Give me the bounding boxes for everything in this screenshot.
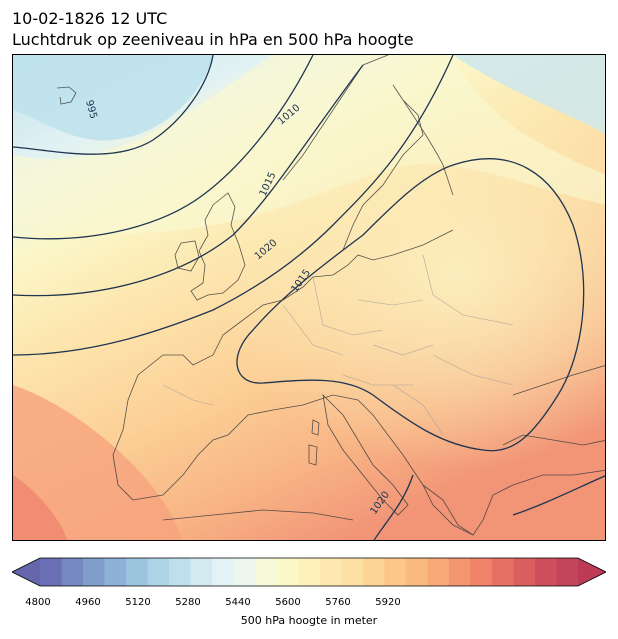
isobar-1020-north <box>13 55 454 356</box>
colorbar-extend-low <box>12 558 40 586</box>
colorbar-cell <box>491 558 514 586</box>
colorbar-tick-label: 4800 <box>25 597 51 608</box>
isobar-995 <box>13 55 214 155</box>
colorbar-tick-label: 5120 <box>125 597 151 608</box>
colorbar-cell <box>319 558 342 586</box>
map-datetime: 10-02-1826 12 UTC <box>12 9 168 28</box>
colorbar-cell <box>405 558 428 586</box>
colorbar-tick-label: 5920 <box>375 597 401 608</box>
coastline-ireland <box>174 240 200 272</box>
isobar-1020-high <box>236 158 585 452</box>
colorbar-cell <box>83 558 106 586</box>
colorbar-extend-high <box>578 558 606 586</box>
coastline-black-sea <box>502 365 605 446</box>
colorbar-tick-label: 5280 <box>175 597 201 608</box>
coastline-iceland <box>56 86 77 105</box>
colorbar-cell <box>212 558 235 586</box>
colorbar-cell <box>147 558 170 586</box>
map-panel: 995 1010 1015 1020 1015 1020 <box>12 54 606 541</box>
colorbar-label: 500 hPa hoogte in meter <box>240 614 378 627</box>
height-band-hot-corner <box>13 475 68 540</box>
colorbar-cell <box>427 558 450 586</box>
colorbar-cell <box>126 558 149 586</box>
colorbar-cell <box>556 558 579 586</box>
border-lines-1 <box>282 276 434 386</box>
colorbar <box>12 557 606 587</box>
coastline-balkans-greece <box>422 469 605 536</box>
isobar-label: 995 <box>83 99 99 120</box>
colorbar-cell <box>276 558 299 586</box>
colorbar-cell <box>470 558 493 586</box>
colorbar-cell <box>362 558 385 586</box>
colorbar-cell <box>534 558 557 586</box>
colorbar-tick-label: 5760 <box>325 597 351 608</box>
map-title: Luchtdruk op zeeniveau in hPa en 500 hPa… <box>12 30 414 49</box>
coastline-north-africa <box>162 509 354 521</box>
colorbar-cell <box>341 558 364 586</box>
colorbar-cell <box>169 558 192 586</box>
isobar-1010 <box>13 55 314 240</box>
colorbar-cell <box>190 558 213 586</box>
colorbar-cell <box>384 558 407 586</box>
weather-map: 995 1010 1015 1020 1015 1020 <box>13 55 605 540</box>
colorbar-cell <box>448 558 471 586</box>
colorbar-cell <box>255 558 278 586</box>
colorbar-cell <box>40 558 63 586</box>
coastline-continent <box>112 229 474 536</box>
coastline-corsica-sardinia <box>308 419 320 466</box>
isobar-1020-south <box>373 474 414 540</box>
colorbar-cell <box>233 558 256 586</box>
coastline-uk <box>190 192 246 301</box>
colorbar-cell <box>104 558 127 586</box>
coastline-italy <box>322 393 409 516</box>
height-band-warm-southwest <box>13 385 183 540</box>
border-lines-2 <box>162 254 514 436</box>
colorbar-tick-label: 5600 <box>275 597 301 608</box>
colorbar-outline <box>12 557 606 587</box>
isobar-1015 <box>13 64 364 297</box>
colorbar-tick-label: 5440 <box>225 597 251 608</box>
colorbar-tick-label: 4960 <box>75 597 101 608</box>
colorbar-cell <box>513 558 536 586</box>
colorbar-cell <box>61 558 84 586</box>
isobar-1015-southeast <box>512 475 605 516</box>
colorbar-cell <box>298 558 321 586</box>
coastline-scandinavia <box>282 55 454 251</box>
